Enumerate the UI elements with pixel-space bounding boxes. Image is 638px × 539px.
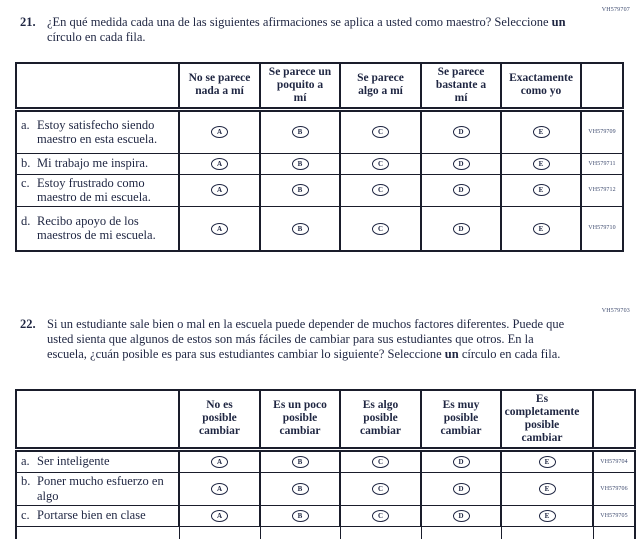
response-bubble-c[interactable]: C — [372, 126, 389, 139]
table-row: c. Estoy frustrado como maestro de mi esc… — [15, 173, 624, 207]
item-code: VH579710 — [580, 205, 624, 252]
item-statement: b. Poner mucho esfuerzo en algo — [15, 471, 180, 506]
question-22-number: 22. — [20, 317, 36, 331]
question-21-prompt: 21. ¿En qué medida cada una de las sigui… — [20, 15, 575, 45]
column-header-1: No es posible cambiar — [178, 389, 261, 452]
item-statement: b. Mi trabajo me inspira. — [15, 152, 180, 175]
response-bubble-e[interactable]: E — [532, 222, 550, 235]
response-bubble-d[interactable]: D — [452, 482, 470, 495]
table-row: d. Recibo apoyo de los maestros de mi esc… — [15, 205, 624, 252]
response-bubble-c[interactable]: C — [372, 509, 389, 522]
code-header-empty — [580, 62, 624, 112]
response-bubble-b[interactable]: B — [291, 126, 309, 139]
response-bubble-a[interactable]: A — [211, 184, 228, 197]
table-continuation — [15, 525, 636, 539]
response-bubble-d[interactable]: D — [452, 509, 470, 522]
code-header-empty — [592, 389, 636, 452]
column-header-4: Se parece bastante a mí — [420, 62, 502, 112]
response-bubble-d[interactable]: D — [452, 157, 470, 170]
question-21-response-matrix: No se parece nada a mí Se parece un poqu… — [15, 62, 624, 253]
column-header-4: Es muy posible cambiar — [420, 389, 502, 452]
response-bubble-c[interactable]: C — [372, 184, 389, 197]
table-row: a. Estoy satisfecho siendo maestro en est… — [15, 108, 624, 154]
response-bubble-c[interactable]: C — [372, 482, 389, 495]
response-bubble-b[interactable]: B — [291, 455, 309, 468]
question-22-response-matrix: No es posible cambiar Es un poco posible… — [15, 389, 636, 539]
response-bubble-a[interactable]: A — [211, 482, 228, 495]
response-bubble-e[interactable]: E — [538, 509, 556, 522]
column-header-3: Es algo posible cambiar — [339, 389, 422, 452]
item-statement: c. Estoy frustrado como maestro de mi esc… — [15, 173, 180, 207]
response-bubble-a[interactable]: A — [211, 455, 228, 468]
item-code: VH579705 — [592, 504, 636, 527]
table-header-row: No es posible cambiar Es un poco posible… — [15, 389, 636, 452]
response-bubble-d[interactable]: D — [452, 184, 470, 197]
question-22-prompt: 22. Si un estudiante sale bien o mal en … — [20, 317, 575, 361]
response-bubble-d[interactable]: D — [452, 455, 470, 468]
table-row: b. Mi trabajo me inspira. A B C D E VH579… — [15, 152, 624, 175]
item-code: VH579712 — [580, 173, 624, 207]
column-header-5: Exactamente como yo — [500, 62, 582, 112]
question-22-text: Si un estudiante sale bien o mal en la e… — [47, 317, 565, 361]
response-bubble-a[interactable]: A — [211, 126, 228, 139]
table-row: a. Ser inteligente A B C D E VH579704 — [15, 448, 636, 473]
table-row: c. Portarse bien en clase A B C D E VH579… — [15, 504, 636, 527]
question-21-text: ¿En qué medida cada una de las siguiente… — [47, 15, 566, 44]
response-bubble-b[interactable]: B — [291, 222, 309, 235]
item-code: VH579704 — [592, 448, 636, 473]
response-bubble-e[interactable]: E — [532, 184, 550, 197]
response-bubble-e[interactable]: E — [538, 455, 556, 468]
item-statement: a. Ser inteligente — [15, 448, 180, 473]
response-bubble-a[interactable]: A — [211, 509, 228, 522]
response-bubble-d[interactable]: D — [452, 222, 470, 235]
response-bubble-c[interactable]: C — [372, 157, 389, 170]
response-bubble-b[interactable]: B — [291, 482, 309, 495]
response-bubble-b[interactable]: B — [291, 509, 309, 522]
response-bubble-a[interactable]: A — [211, 157, 228, 170]
column-header-2: Se parece un poquito a mí — [259, 62, 341, 112]
item-code: VH579706 — [592, 471, 636, 506]
column-header-1: No se parece nada a mí — [178, 62, 261, 112]
item-code: VH579709 — [580, 108, 624, 154]
column-header-5: Es completamente posible cambiar — [500, 389, 594, 452]
item-code: VH579711 — [580, 152, 624, 175]
table-header-row: No se parece nada a mí Se parece un poqu… — [15, 62, 624, 112]
item-statement: a. Estoy satisfecho siendo maestro en est… — [15, 108, 180, 154]
column-header-3: Se parece algo a mí — [339, 62, 422, 112]
stem-header-empty — [15, 389, 180, 452]
response-bubble-e[interactable]: E — [532, 157, 550, 170]
item-statement: c. Portarse bien en clase — [15, 504, 180, 527]
column-header-2: Es un poco posible cambiar — [259, 389, 341, 452]
stem-header-empty — [15, 62, 180, 112]
response-bubble-b[interactable]: B — [291, 157, 309, 170]
response-bubble-b[interactable]: B — [291, 184, 309, 197]
response-bubble-c[interactable]: C — [372, 455, 389, 468]
question-21-number: 21. — [20, 15, 36, 29]
response-bubble-c[interactable]: C — [372, 222, 389, 235]
question-22-accession-code: VH579703 — [601, 308, 630, 314]
response-bubble-a[interactable]: A — [211, 222, 228, 235]
response-bubble-d[interactable]: D — [452, 126, 470, 139]
table-row: b. Poner mucho esfuerzo en algo A B C D E… — [15, 471, 636, 506]
response-bubble-e[interactable]: E — [538, 482, 556, 495]
item-statement: d. Recibo apoyo de los maestros de mi esc… — [15, 205, 180, 252]
response-bubble-e[interactable]: E — [532, 126, 550, 139]
question-21-accession-code: VH579707 — [601, 7, 630, 13]
